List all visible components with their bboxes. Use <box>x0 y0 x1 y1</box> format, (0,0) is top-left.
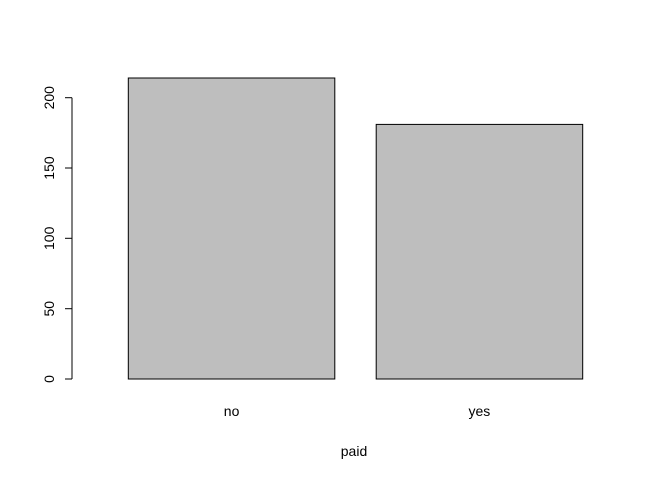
y-tick-label-0: 0 <box>41 375 57 383</box>
bars-group <box>127 77 584 380</box>
x-axis-category-labels: no yes <box>224 403 490 419</box>
y-tick-label-200: 200 <box>41 86 57 110</box>
y-axis-ticks: 0 50 100 150 200 <box>41 86 72 383</box>
bar-no <box>127 77 336 380</box>
x-category-label-yes: yes <box>469 403 491 419</box>
y-tick-label-50: 50 <box>41 301 57 317</box>
bar-yes <box>375 123 584 380</box>
x-axis-title: paid <box>341 443 367 459</box>
y-tick-label-150: 150 <box>41 156 57 180</box>
y-tick-label-100: 100 <box>41 226 57 250</box>
x-category-label-no: no <box>224 403 240 419</box>
